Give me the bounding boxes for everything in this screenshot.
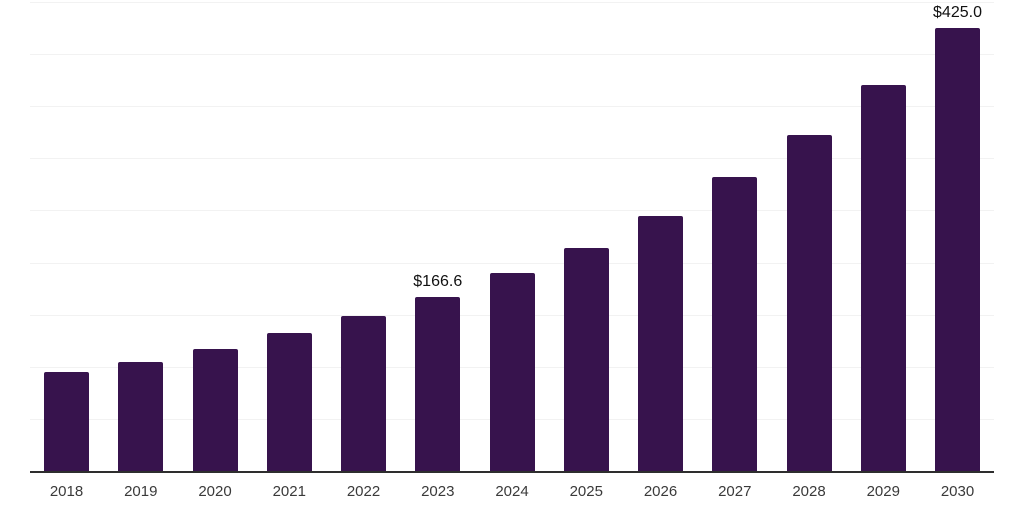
bar-2026	[638, 215, 683, 471]
plot-area: $166.6 $425.0	[30, 2, 994, 473]
gridline-400	[30, 54, 994, 56]
bar-slot-2029	[860, 85, 906, 471]
x-tick-label-2027: 2027	[718, 483, 752, 500]
bar-2023	[415, 297, 461, 471]
gridline-250	[30, 210, 994, 212]
bar-slot-2027	[712, 177, 758, 471]
bar-2027	[712, 177, 758, 471]
bar-2021	[266, 333, 312, 471]
x-tick-label-2026: 2026	[643, 483, 678, 500]
x-tick-label-2030: 2030	[940, 483, 975, 500]
x-axis-tick-labels: 2018 2019 2020 2021 2022 2023 2024 2025 2026 2027…	[30, 483, 994, 501]
bar-2022	[341, 316, 386, 471]
bar-2030	[935, 28, 980, 471]
x-tick-label-2021: 2021	[272, 483, 306, 500]
gridline-300	[30, 158, 994, 160]
x-axis-line	[30, 471, 994, 473]
bar-2029	[860, 85, 906, 471]
bar-slot-2028	[786, 134, 832, 471]
x-tick-label-2022: 2022	[346, 483, 381, 500]
bar-slot-2018	[44, 372, 89, 471]
bar-2020	[192, 348, 238, 471]
x-tick-label-2028: 2028	[792, 483, 826, 500]
bar-slot-2023: $166.6	[413, 273, 463, 471]
bar-2025	[563, 248, 609, 471]
bar-2024	[489, 273, 535, 471]
gridline-200	[30, 262, 994, 264]
gridline-450	[30, 2, 994, 3]
bar-slot-2022	[341, 316, 386, 471]
gridline-350	[30, 106, 994, 108]
bar-slot-2019	[118, 362, 164, 471]
x-tick-label-2029: 2029	[866, 483, 900, 500]
x-tick-label-2019: 2019	[124, 483, 158, 500]
x-tick-label-2020: 2020	[198, 483, 232, 500]
bars-layer: $166.6 $425.0	[30, 2, 994, 471]
bar-slot-2025	[563, 248, 609, 471]
bar-2028	[786, 134, 832, 471]
x-tick-label-2025: 2025	[569, 483, 603, 500]
x-tick-label-2023: 2023	[421, 483, 455, 500]
bar-slot-2026	[638, 215, 683, 471]
bar-2018	[44, 372, 89, 471]
bar-slot-2024	[489, 273, 535, 471]
bar-2019	[118, 362, 164, 471]
x-tick-label-2024: 2024	[495, 483, 529, 500]
bar-value-label-2030: $425.0	[933, 4, 982, 22]
x-tick-label-2018: 2018	[49, 483, 84, 500]
bar-slot-2020	[192, 348, 238, 471]
bar-slot-2021	[266, 333, 312, 471]
bar-slot-2030: $425.0	[933, 4, 982, 471]
bar-value-label-2023: $166.6	[413, 273, 463, 291]
